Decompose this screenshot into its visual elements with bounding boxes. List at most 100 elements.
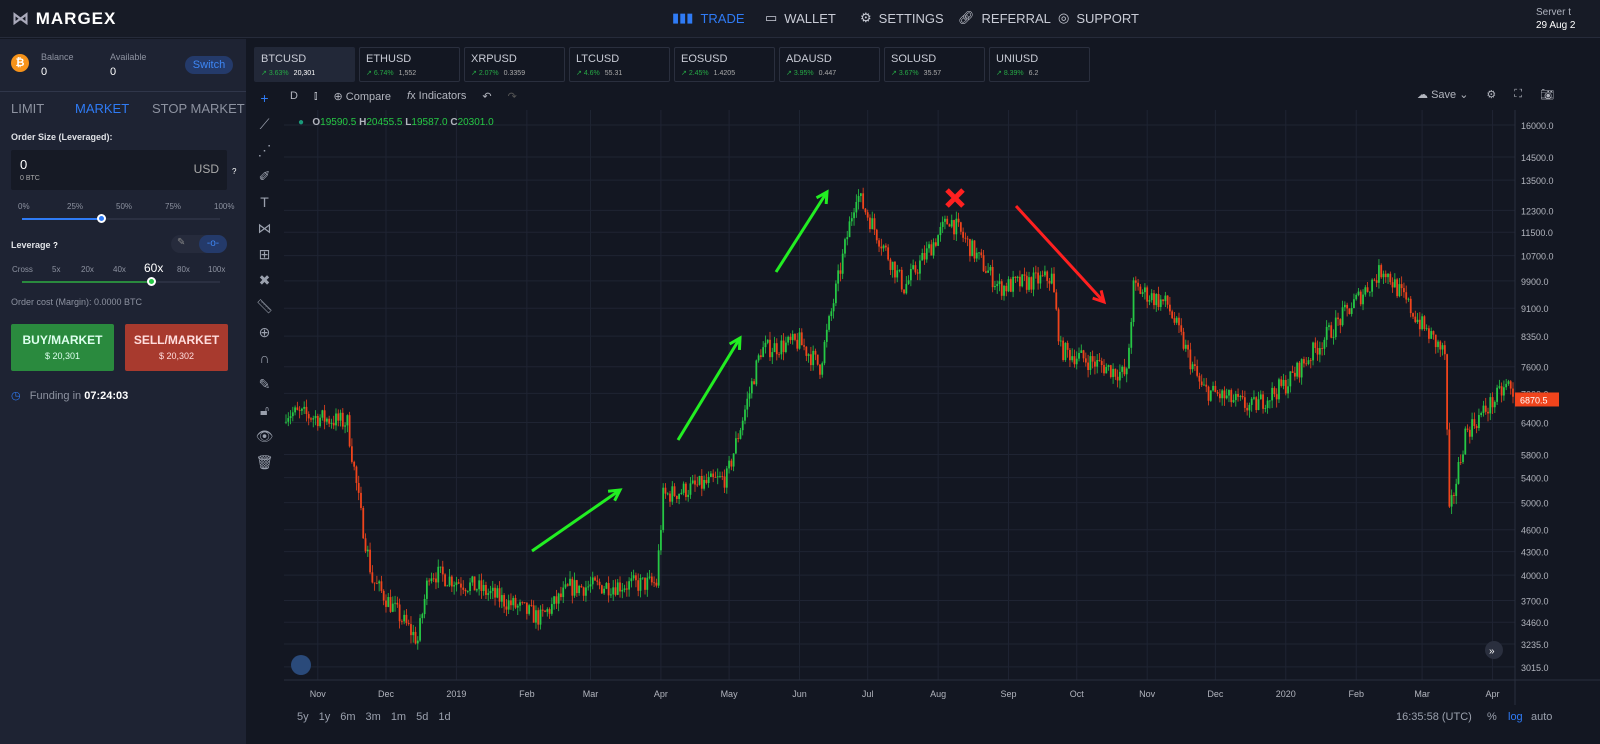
size-tick[interactable]: 50% bbox=[116, 202, 133, 211]
order-size-input[interactable]: 0 0 BTC USD bbox=[11, 150, 227, 190]
candle-body bbox=[1375, 280, 1378, 283]
candle-body bbox=[1314, 342, 1317, 348]
candle-body bbox=[1396, 279, 1399, 297]
candle-body bbox=[1203, 384, 1205, 386]
candle-body bbox=[1137, 282, 1139, 287]
candle-body bbox=[541, 609, 544, 611]
brush-icon[interactable]: ✐ bbox=[258, 167, 271, 184]
nav-support[interactable]: ◎ SUPPORT bbox=[1058, 10, 1139, 26]
candle-body bbox=[1298, 362, 1301, 378]
leverage-tick[interactable]: 80x bbox=[177, 265, 190, 274]
ticker-xrpusd[interactable]: XRPUSD ↗ 2.07% 0.3359 bbox=[464, 47, 565, 82]
gear-icon[interactable]: ⚙ bbox=[1486, 89, 1497, 101]
sell-market-button[interactable]: SELL/MARKET $ 20,302 bbox=[125, 324, 228, 371]
pencil-icon[interactable]: ✎ bbox=[177, 237, 186, 248]
zoom-in-icon[interactable]: ⊕ bbox=[258, 323, 271, 340]
leverage-slider[interactable] bbox=[22, 277, 220, 286]
candle-body bbox=[1241, 395, 1244, 398]
range-3m[interactable]: 3m bbox=[365, 711, 381, 723]
indicators-button[interactable]: fx Indicators bbox=[407, 90, 467, 102]
help-icon[interactable]: ? bbox=[53, 241, 58, 250]
lock-drawing-icon[interactable]: ✎ bbox=[258, 375, 271, 392]
prediction-icon[interactable]: ⊞ bbox=[258, 245, 271, 262]
size-tick[interactable]: 0% bbox=[18, 202, 30, 211]
leverage-tick[interactable]: 60x bbox=[144, 261, 164, 275]
ticker-ltcusd[interactable]: LTCUSD ↗ 4.6% 55.31 bbox=[569, 47, 670, 82]
candle-body bbox=[366, 549, 369, 552]
range-1d[interactable]: 1d bbox=[438, 711, 451, 723]
nav-settings[interactable]: ⚙ SETTINGS bbox=[860, 10, 944, 26]
ticker-adausd[interactable]: ADAUSD ↗ 3.95% 0.447 bbox=[779, 47, 880, 82]
ticker-solusd[interactable]: SOLUSD ↗ 3.67% 35.57 bbox=[884, 47, 985, 82]
y-tick-label: 12300.0 bbox=[1521, 206, 1554, 216]
leverage-tick[interactable]: 40x bbox=[113, 265, 126, 274]
range-1y[interactable]: 1y bbox=[318, 711, 331, 723]
range-6m[interactable]: 6m bbox=[340, 711, 356, 723]
bar-chart-icon: ▮▮▮ bbox=[672, 10, 694, 25]
camera-icon[interactable]: 📷︎ bbox=[1540, 89, 1554, 101]
pattern-icon[interactable]: ⋈ bbox=[257, 219, 272, 236]
eye-icon[interactable]: 👁︎ bbox=[255, 427, 274, 444]
logo[interactable]: ⋈ MARGEX bbox=[12, 9, 117, 28]
fib-icon[interactable]: ⋰ bbox=[257, 141, 272, 158]
red-arrow-annotation-head bbox=[1092, 289, 1107, 305]
candle-body bbox=[791, 334, 794, 341]
help-icon[interactable]: ? bbox=[232, 167, 237, 176]
size-slider-handle[interactable] bbox=[97, 214, 106, 223]
ticker-ethusd[interactable]: ETHUSD ↗ 6.74% 1,552 bbox=[359, 47, 460, 82]
percent-toggle[interactable]: % bbox=[1487, 711, 1497, 723]
size-tick[interactable]: 75% bbox=[165, 202, 182, 211]
nav-referral[interactable]: 🔗︎ REFERRAL bbox=[958, 10, 1051, 26]
nav-wallet[interactable]: ▭ WALLET bbox=[765, 10, 836, 26]
size-tick[interactable]: 100% bbox=[214, 202, 235, 211]
leverage-tick[interactable]: Cross bbox=[12, 265, 33, 274]
nav-label: SUPPORT bbox=[1076, 10, 1139, 26]
compare-button[interactable]: ⊕ Compare bbox=[333, 90, 392, 103]
candle-body bbox=[316, 415, 319, 427]
ticker-eosusd[interactable]: EOSUSD ↗ 2.45% 1.4205 bbox=[674, 47, 775, 82]
leverage-slider-handle[interactable] bbox=[147, 277, 156, 286]
switch-button[interactable]: Switch bbox=[185, 56, 233, 74]
trash-icon[interactable]: 🗑︎ bbox=[255, 453, 274, 470]
candle-body bbox=[1414, 316, 1417, 323]
log-toggle[interactable]: log bbox=[1508, 711, 1523, 723]
ticker-change: ↗ 4.6% bbox=[576, 70, 600, 77]
slider-icon[interactable]: -o- bbox=[199, 235, 227, 253]
redo-icon[interactable]: ↷ bbox=[507, 90, 517, 103]
interval-button[interactable]: D bbox=[290, 90, 298, 102]
save-button[interactable]: ☁︎ Save ⌄ bbox=[1417, 89, 1469, 101]
text-icon[interactable]: T bbox=[260, 194, 269, 210]
tab-stop-market[interactable]: STOP MARKET bbox=[152, 101, 245, 116]
range-5y[interactable]: 5y bbox=[297, 711, 309, 723]
fullscreen-icon[interactable]: ⛶ bbox=[1514, 88, 1522, 100]
size-slider[interactable] bbox=[22, 214, 220, 223]
tab-market[interactable]: MARKET bbox=[75, 101, 130, 116]
close-icon[interactable]: ✖ bbox=[258, 271, 271, 288]
buy-market-button[interactable]: BUY/MARKET $ 20,301 bbox=[11, 324, 114, 371]
ticker-uniusd[interactable]: UNIUSD ↗ 8.39% 6.2 bbox=[989, 47, 1090, 82]
leverage-tick[interactable]: 20x bbox=[81, 265, 94, 274]
candle-body bbox=[537, 610, 540, 625]
candle-body bbox=[1032, 272, 1035, 290]
candle-type-icon[interactable]: ⫾ bbox=[313, 89, 318, 102]
size-tick[interactable]: 25% bbox=[67, 202, 84, 211]
candle-body bbox=[975, 252, 978, 259]
ruler-icon[interactable]: 📏︎ bbox=[255, 297, 274, 314]
leverage-tick[interactable]: 5x bbox=[52, 265, 61, 274]
trend-line-icon[interactable]: ⟋ bbox=[259, 115, 270, 132]
candle-body bbox=[1364, 287, 1367, 295]
auto-toggle[interactable]: auto bbox=[1531, 711, 1553, 723]
price-chart[interactable]: 16000.0 14500.0 13500.0 12300.0 11500.0 10700… bbox=[284, 110, 1600, 705]
range-1m[interactable]: 1m bbox=[390, 711, 407, 723]
ticker-btcusd[interactable]: BTCUSD ↗ 3.63% 20,301 bbox=[254, 47, 355, 82]
undo-icon[interactable]: ↶ bbox=[482, 90, 492, 103]
leverage-mode-toggle[interactable]: ✎ -o- bbox=[171, 235, 227, 253]
magnet-icon[interactable]: ∩ bbox=[259, 350, 270, 366]
tab-limit[interactable]: LIMIT bbox=[11, 101, 45, 116]
nav-trade[interactable]: ▮▮▮ TRADE bbox=[672, 10, 745, 26]
crosshair-icon[interactable]: + bbox=[260, 90, 269, 106]
leverage-tick[interactable]: 100x bbox=[208, 265, 226, 274]
lock-icon[interactable]: 🔓︎ bbox=[259, 401, 270, 418]
range-5d[interactable]: 5d bbox=[416, 711, 429, 723]
candle-body bbox=[362, 507, 365, 539]
